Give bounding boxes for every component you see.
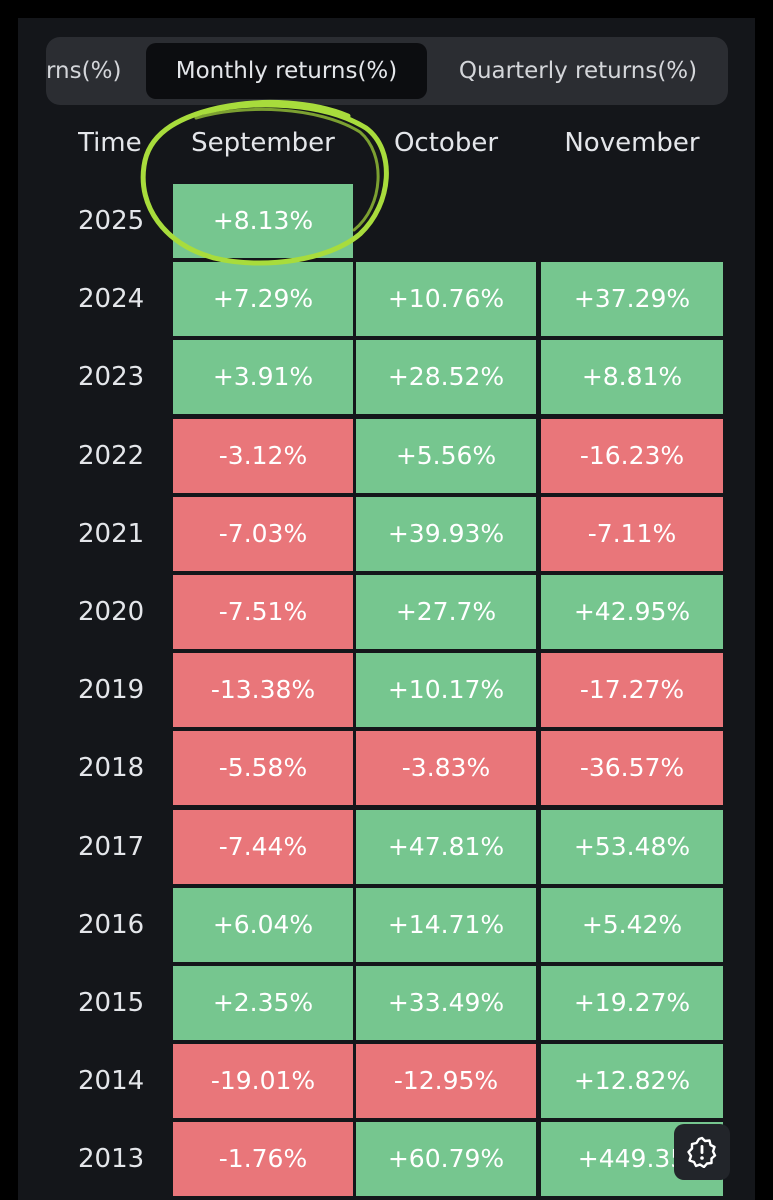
- cell-november[interactable]: -7.11%: [541, 496, 723, 571]
- cell-october[interactable]: +33.49%: [356, 966, 536, 1040]
- cell-september[interactable]: -13.38%: [173, 653, 353, 728]
- cell-october[interactable]: +39.93%: [356, 496, 536, 571]
- table-row: 2014 -19.01% -12.95% +12.82%: [18, 1044, 755, 1119]
- cell-november[interactable]: +53.48%: [541, 809, 723, 884]
- row-year: 2021: [78, 518, 145, 549]
- cell-october[interactable]: +28.52%: [356, 340, 536, 415]
- cell-september[interactable]: +3.91%: [173, 340, 353, 415]
- cell-october: [356, 184, 536, 258]
- cell-november[interactable]: -36.57%: [541, 731, 723, 806]
- tab-quarterly-returns[interactable]: Quarterly returns(%): [458, 58, 698, 84]
- table-row: 2022 -3.12% +5.56% -16.23%: [18, 418, 755, 493]
- cell-november[interactable]: +12.82%: [541, 1044, 723, 1119]
- cell-october[interactable]: +5.56%: [356, 418, 536, 493]
- cell-october[interactable]: +60.79%: [356, 1122, 536, 1197]
- cell-november: [541, 184, 723, 258]
- row-year: 2015: [78, 988, 145, 1018]
- cell-september[interactable]: -3.12%: [173, 418, 353, 493]
- table-row: 2016 +6.04% +14.71% +5.42%: [18, 887, 755, 962]
- cell-september[interactable]: +8.13%: [173, 184, 353, 258]
- cell-november[interactable]: +5.42%: [541, 887, 723, 962]
- cell-september[interactable]: +7.29%: [173, 262, 353, 337]
- row-year: 2014: [78, 1066, 145, 1097]
- table-row: 2015 +2.35% +33.49% +19.27%: [18, 966, 755, 1040]
- cell-october[interactable]: +47.81%: [356, 809, 536, 884]
- table-row: 2013 -1.76% +60.79% +449.35: [18, 1122, 755, 1197]
- row-year: 2016: [78, 909, 145, 940]
- cell-november[interactable]: +8.81%: [541, 340, 723, 415]
- feedback-icon: [687, 1136, 717, 1168]
- header-november[interactable]: November: [564, 128, 700, 158]
- table-row: 2018 -5.58% -3.83% -36.57%: [18, 731, 755, 806]
- cell-october[interactable]: -3.83%: [356, 731, 536, 806]
- row-year: 2018: [78, 753, 145, 784]
- header-september[interactable]: September: [191, 128, 335, 158]
- cell-september[interactable]: +6.04%: [173, 887, 353, 962]
- cell-september[interactable]: -5.58%: [173, 731, 353, 806]
- table-row: 2025 +8.13%: [18, 184, 755, 258]
- cell-october[interactable]: -12.95%: [356, 1044, 536, 1119]
- row-year: 2022: [78, 440, 145, 471]
- cell-november[interactable]: +42.95%: [541, 575, 723, 649]
- app-screen: rns(%) Monthly returns(%) Quarterly retu…: [18, 18, 755, 1200]
- cell-september[interactable]: -19.01%: [173, 1044, 353, 1119]
- cell-october[interactable]: +10.76%: [356, 262, 536, 337]
- table-row: 2023 +3.91% +28.52% +8.81%: [18, 340, 755, 415]
- row-year: 2017: [78, 831, 145, 862]
- cell-november[interactable]: +19.27%: [541, 966, 723, 1040]
- cell-november[interactable]: -17.27%: [541, 653, 723, 728]
- table-row: 2019 -13.38% +10.17% -17.27%: [18, 653, 755, 728]
- header-time[interactable]: Time: [78, 128, 142, 158]
- cell-september[interactable]: -7.44%: [173, 809, 353, 884]
- row-year: 2020: [78, 597, 145, 627]
- cell-september[interactable]: -7.51%: [173, 575, 353, 649]
- table-row: 2017 -7.44% +47.81% +53.48%: [18, 809, 755, 884]
- table-header: Time September October November: [18, 113, 755, 173]
- returns-tab-bar: rns(%) Monthly returns(%) Quarterly retu…: [46, 37, 728, 105]
- row-year: 2025: [78, 206, 145, 236]
- feedback-button[interactable]: [674, 1124, 730, 1180]
- cell-september[interactable]: +2.35%: [173, 966, 353, 1040]
- row-year: 2019: [78, 675, 145, 706]
- cell-september[interactable]: -7.03%: [173, 496, 353, 571]
- cell-september[interactable]: -1.76%: [173, 1122, 353, 1197]
- cell-november[interactable]: -16.23%: [541, 418, 723, 493]
- tab-monthly-returns[interactable]: Monthly returns(%): [146, 43, 427, 99]
- header-october[interactable]: October: [393, 128, 499, 158]
- table-row: 2024 +7.29% +10.76% +37.29%: [18, 262, 755, 337]
- row-year: 2024: [78, 284, 145, 315]
- tab-previous[interactable]: rns(%): [46, 58, 122, 84]
- table-row: 2021 -7.03% +39.93% -7.11%: [18, 496, 755, 571]
- cell-november[interactable]: +37.29%: [541, 262, 723, 337]
- cell-october[interactable]: +27.7%: [356, 575, 536, 649]
- row-year: 2023: [78, 362, 145, 393]
- cell-october[interactable]: +14.71%: [356, 887, 536, 962]
- table-row: 2020 -7.51% +27.7% +42.95%: [18, 575, 755, 649]
- row-year: 2013: [78, 1144, 145, 1175]
- cell-october[interactable]: +10.17%: [356, 653, 536, 728]
